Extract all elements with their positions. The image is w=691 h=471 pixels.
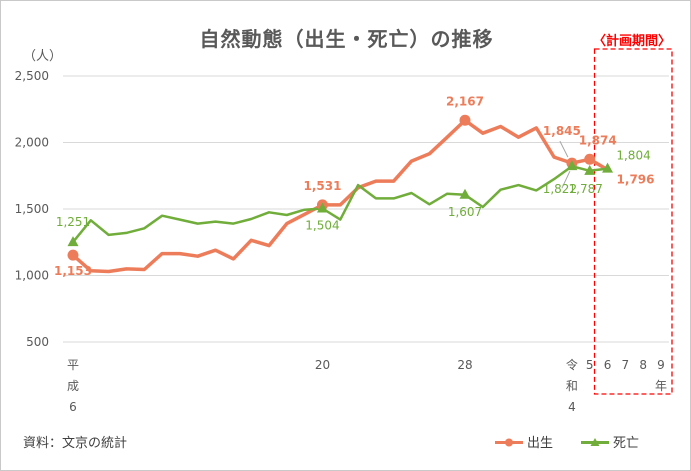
x-tick-label: 7 (622, 358, 630, 372)
chart-title: 自然動態（出生・死亡）の推移 (199, 27, 494, 51)
y-tick-label: 1,000 (15, 269, 49, 283)
data-point-deaths (67, 236, 79, 247)
x-tick-label: 5 (586, 358, 594, 372)
data-label-deaths: 1,822 (543, 182, 577, 196)
data-point-deaths (459, 188, 471, 199)
data-label-births: 1,153 (54, 264, 92, 278)
legend-item-births: 出生 (495, 432, 553, 451)
x-tick-label: 令 (566, 357, 578, 372)
series-line-births (71, 118, 609, 274)
data-point-deaths (584, 164, 596, 175)
series-line-deaths (72, 164, 608, 243)
data-point-births (459, 114, 471, 126)
data-label-deaths: 1,787 (569, 182, 603, 196)
data-label-births: 1,531 (303, 179, 341, 193)
y-tick-label: 500 (26, 335, 49, 349)
data-label-births: 2,167 (446, 94, 484, 108)
x-tick-label: 成 (67, 379, 79, 393)
y-tick-label: 1,500 (15, 202, 49, 216)
plan-period-label: 〈計画期間〉 (593, 34, 672, 49)
x-tick-label: 9 (657, 358, 665, 372)
y-axis-unit: （人） (23, 49, 63, 64)
data-label-deaths: 1,804 (616, 149, 650, 163)
legend-label-births: 出生 (527, 436, 554, 451)
leader-line (561, 170, 571, 189)
data-point-deaths (316, 202, 328, 213)
x-tick-label: 和 (566, 379, 578, 393)
source-note: 資料：文京の統計 (23, 436, 128, 451)
data-point-births (67, 249, 79, 261)
x-tick-label: 6 (604, 358, 612, 372)
data-point-deaths (602, 162, 614, 173)
data-label-births: 1,874 (579, 133, 617, 147)
data-label-deaths: 1,251 (56, 215, 90, 229)
y-tick-label: 2,500 (15, 69, 49, 83)
leader-line (559, 140, 569, 158)
x-tick-label: 4 (568, 400, 576, 414)
data-point-deaths (566, 160, 578, 171)
plan-period-box (593, 48, 673, 395)
legend-item-deaths: 死亡 (581, 432, 639, 451)
x-tick-label: 6 (69, 400, 77, 414)
x-tick-label: 平 (67, 358, 79, 372)
x-tick-label: 年 (655, 379, 667, 393)
legend-label-deaths: 死亡 (613, 436, 640, 451)
legend-swatch-deaths (581, 437, 609, 447)
y-tick-label: 2,000 (15, 136, 49, 150)
data-label-deaths: 1,607 (448, 205, 482, 219)
x-tick-label: 20 (315, 358, 330, 372)
data-point-births (584, 153, 596, 165)
legend-swatch-births (495, 437, 523, 447)
data-label-deaths: 1,504 (305, 218, 339, 232)
x-tick-label: 28 (457, 358, 472, 372)
data-label-births: 1,796 (617, 173, 655, 187)
x-tick-label: 8 (639, 358, 647, 372)
data-label-births: 1,845 (543, 124, 581, 138)
